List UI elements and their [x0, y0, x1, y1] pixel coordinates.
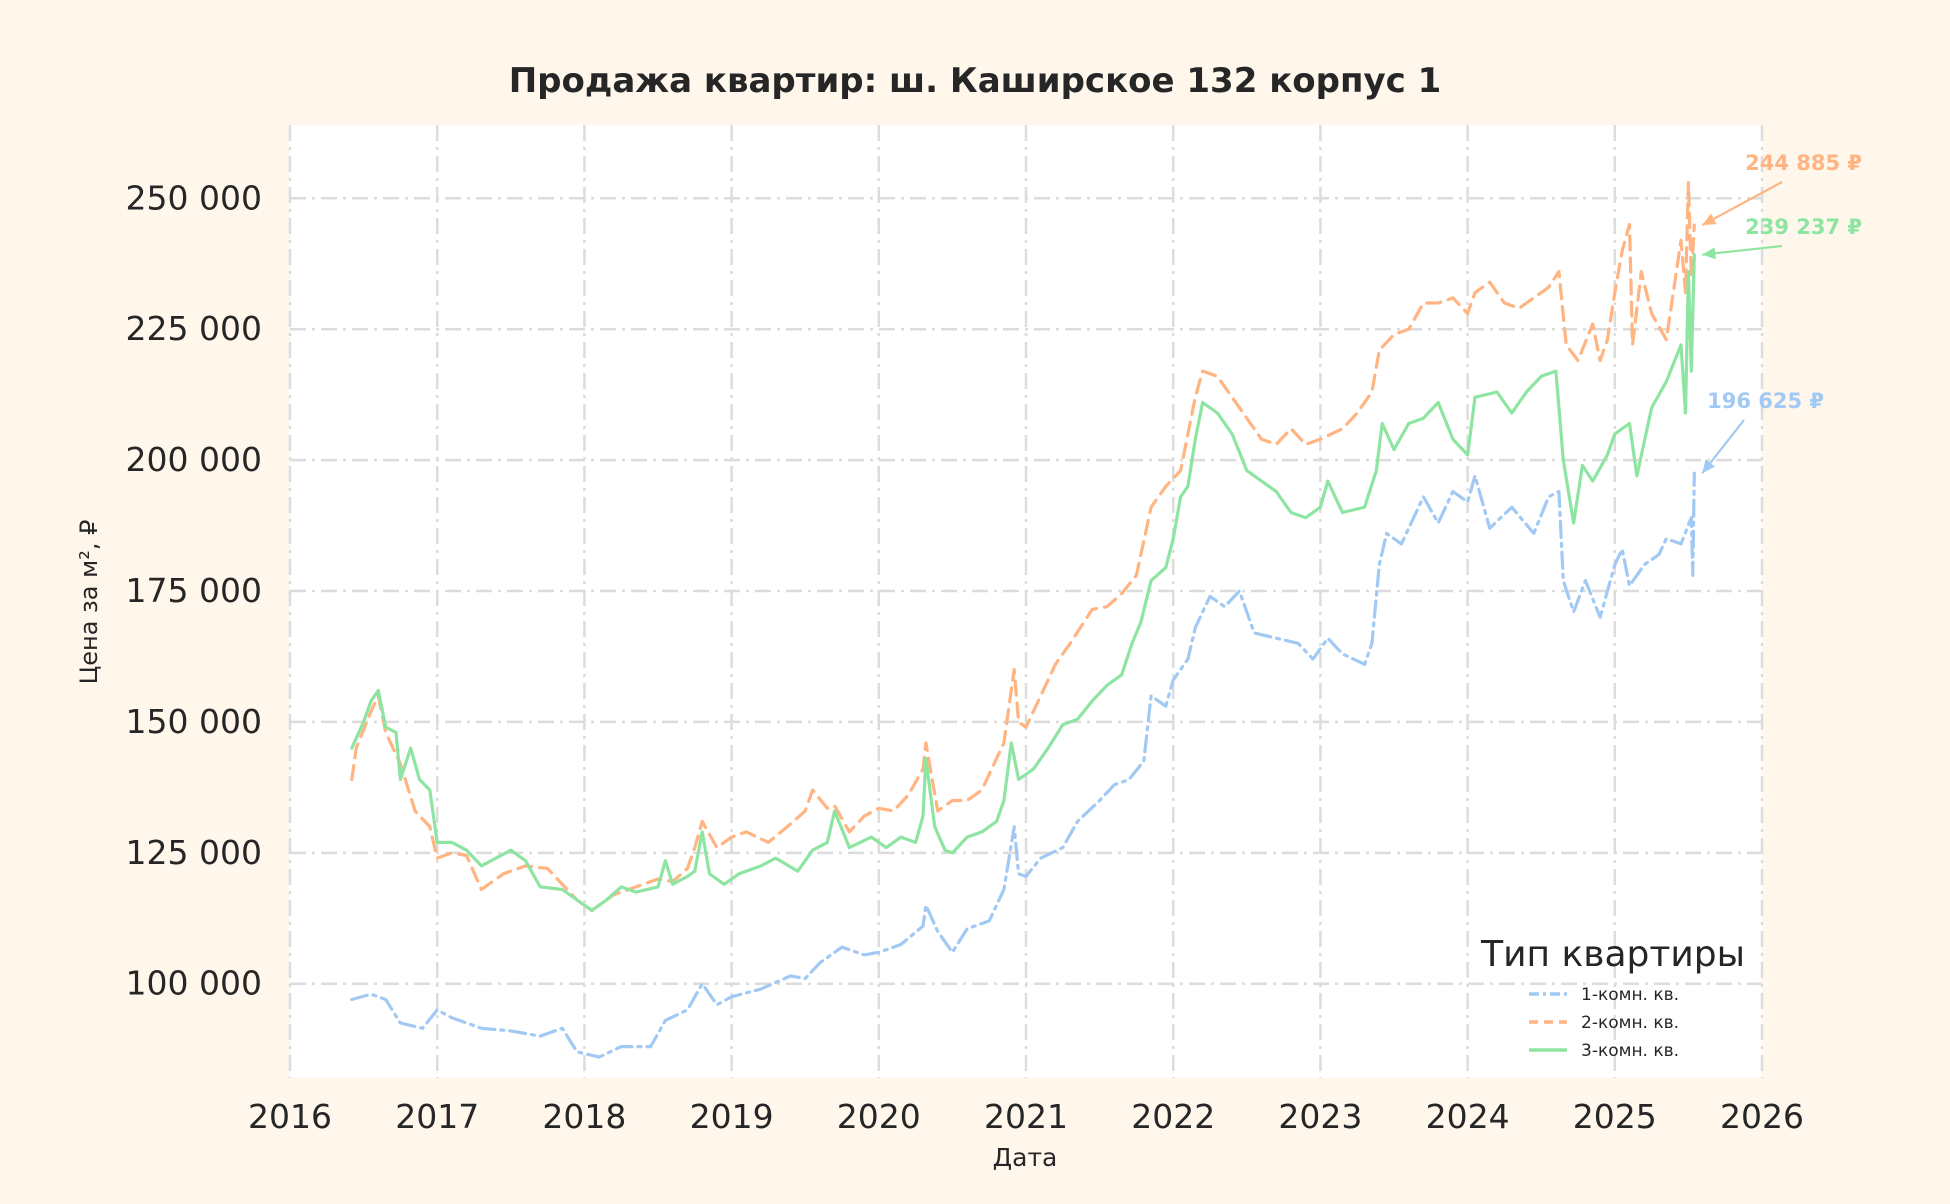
y-tick-label: 150 000 — [126, 702, 262, 741]
x-tick-label: 2019 — [690, 1097, 774, 1136]
legend-label-3: 3-комн. кв. — [1581, 1041, 1679, 1061]
y-axis-ticks: 100 000 125 000 150 000 175 000 200 000 225 0… — [126, 178, 262, 1002]
y-tick-label: 125 000 — [126, 833, 262, 872]
annotation-label: 239 237 ₽ — [1745, 215, 1862, 239]
annotations: 244 885 ₽ 239 237 ₽ 196 625 ₽ — [1701, 151, 1862, 474]
x-tick-label: 2023 — [1278, 1097, 1362, 1136]
x-tick-label: 2018 — [542, 1097, 626, 1136]
legend-items: 1-комн. кв. 2-комн. кв. 3-комн. кв. — [1529, 985, 1679, 1061]
annotation-arrowhead — [1702, 247, 1716, 260]
chart-title: Продажа квартир: ш. Каширское 132 корпус… — [509, 61, 1442, 101]
y-tick-label: 200 000 — [126, 440, 262, 479]
y-tick-label: 100 000 — [126, 964, 262, 1003]
x-axis-ticks: 2016 2017 2018 2019 2020 2021 2022 2023 2024 2025… — [248, 1097, 1804, 1136]
x-tick-label: 2021 — [984, 1097, 1068, 1136]
y-tick-label: 175 000 — [126, 571, 262, 610]
series-lines — [350, 181, 1696, 1059]
y-axis-label: Цена за м², ₽ — [75, 520, 103, 685]
legend-label-2: 2-комн. кв. — [1581, 1013, 1679, 1033]
annotation-arrow — [1702, 244, 1783, 256]
x-axis-label: Дата — [993, 1143, 1058, 1172]
grid-lines — [288, 125, 1764, 1078]
legend-label-1: 1-комн. кв. — [1581, 985, 1679, 1005]
annotation-arrowhead — [1702, 459, 1716, 474]
annotation-arrowhead — [1702, 213, 1717, 226]
annotation-label: 196 625 ₽ — [1707, 389, 1824, 413]
x-tick-label: 2017 — [395, 1097, 479, 1136]
x-tick-label: 2025 — [1573, 1097, 1657, 1136]
x-tick-label: 2020 — [837, 1097, 921, 1136]
x-tick-label: 2026 — [1720, 1097, 1804, 1136]
y-tick-label: 250 000 — [126, 178, 262, 217]
legend: Тип квартиры 1-комн. кв. 2-комн. кв. 3-ком… — [1480, 934, 1745, 1061]
annotation-label: 244 885 ₽ — [1745, 151, 1862, 175]
series-line-3 — [350, 253, 1696, 912]
legend-title: Тип квартиры — [1480, 934, 1745, 975]
y-tick-label: 225 000 — [126, 309, 262, 348]
series-line-1 — [350, 471, 1696, 1059]
x-tick-label: 2024 — [1426, 1097, 1510, 1136]
x-tick-label: 2022 — [1131, 1097, 1215, 1136]
x-tick-label: 2016 — [248, 1097, 332, 1136]
annotation-arrow — [1701, 181, 1783, 227]
